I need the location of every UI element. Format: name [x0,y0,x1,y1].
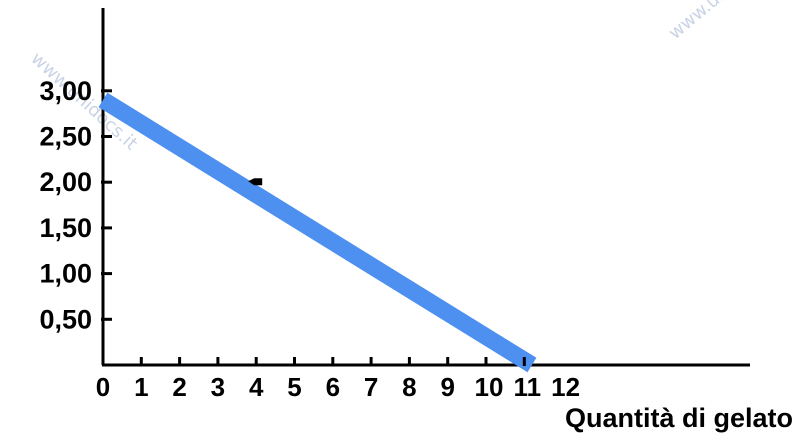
x-tick-label: 3 [211,372,225,402]
x-axis-ticks: 0 1 2 3 4 5 6 7 8 9 10 11 12 [96,357,580,402]
x-tick-label: 5 [287,372,301,402]
x-tick-label: 2 [172,372,186,402]
x-tick-label: 0 [96,372,110,402]
x-tick-label: 11 [514,372,542,402]
series-layer [98,92,537,373]
y-tick-label: 1,00 [39,259,92,289]
axes [101,8,750,367]
y-tick-label: 3,00 [39,76,92,106]
x-tick-label: 4 [249,372,264,402]
x-tick-label: 6 [326,372,340,402]
y-tick-label: 2,00 [39,167,92,197]
watermark-text: www.unidocs.it [665,0,782,44]
data-point-marker [248,178,263,186]
x-tick-label: 1 [134,372,148,402]
demand-line [98,92,537,373]
x-axis-title: Quantità di gelato [565,403,793,433]
y-tick-label: 1,50 [39,213,92,243]
x-tick-label: 9 [440,372,454,402]
y-tick-label: 2,50 [39,122,92,152]
y-tick-label: 0,50 [39,304,92,334]
x-tick-label: 10 [475,372,504,402]
x-tick-label: 8 [402,372,416,402]
x-tick-label: 12 [551,372,580,402]
y-axis-ticks: 0,50 1,00 1,50 2,00 2,50 3,00 [39,76,112,334]
x-tick-label: 7 [364,372,378,402]
